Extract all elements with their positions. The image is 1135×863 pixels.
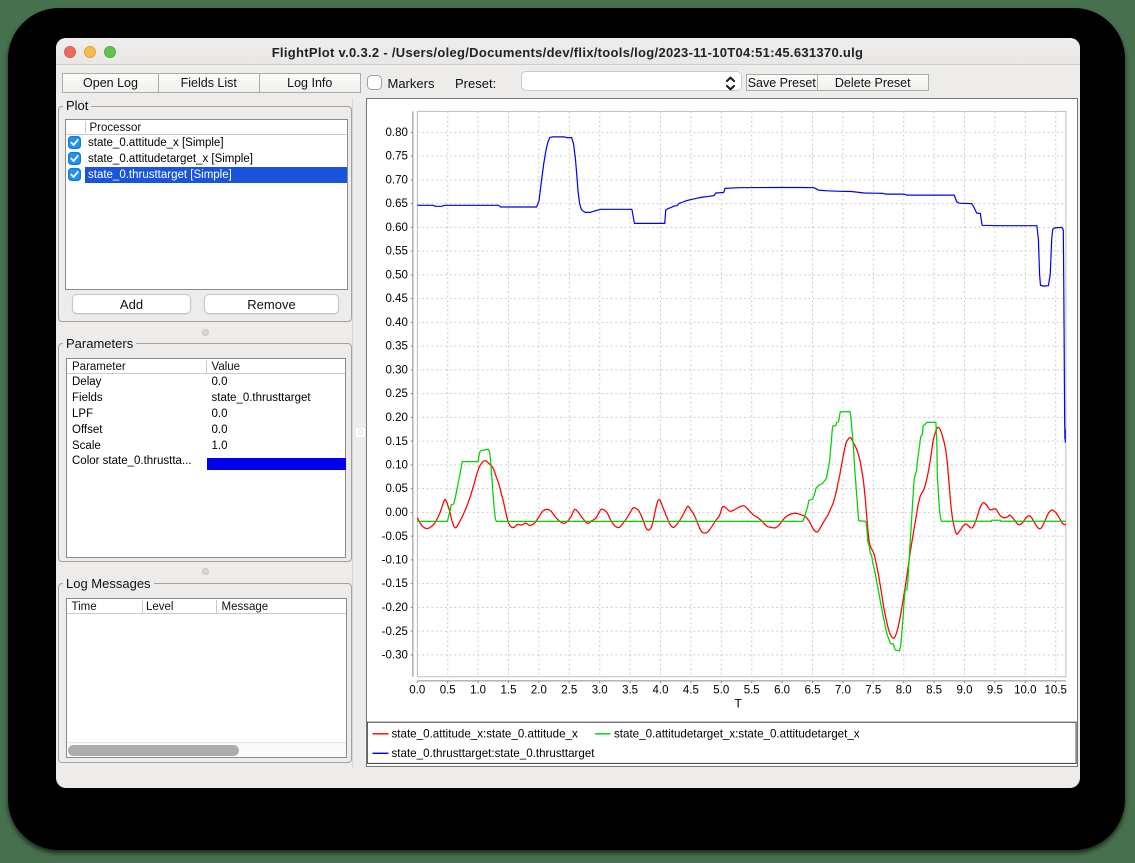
svg-text:0.15: 0.15 [386,436,408,448]
svg-text:-0.05: -0.05 [382,531,408,543]
svg-text:0.35: 0.35 [386,341,408,353]
svg-text:9.5: 9.5 [987,685,1003,697]
svg-text:7.0: 7.0 [835,685,851,697]
svg-text:9.0: 9.0 [957,685,973,697]
svg-text:3.0: 3.0 [592,685,608,697]
svg-text:7.5: 7.5 [865,685,881,697]
svg-text:0.10: 0.10 [386,460,408,472]
svg-text:0.00: 0.00 [386,507,408,519]
svg-text:state_0.thrusttarget:state_0.t: state_0.thrusttarget:state_0.thrusttarge… [392,747,596,760]
svg-text:2.5: 2.5 [561,685,577,697]
svg-text:10.5: 10.5 [1045,685,1067,697]
svg-text:1.0: 1.0 [470,685,486,697]
svg-text:state_0.attitude_x:state_0.att: state_0.attitude_x:state_0.attitude_x [392,728,578,741]
svg-text:5.0: 5.0 [713,685,729,697]
svg-text:-0.30: -0.30 [382,650,408,662]
svg-text:0.60: 0.60 [386,222,408,234]
svg-text:0.40: 0.40 [386,317,408,329]
svg-text:0.75: 0.75 [386,151,408,163]
svg-text:2.0: 2.0 [531,685,547,697]
svg-text:1.5: 1.5 [501,685,517,697]
svg-text:4.5: 4.5 [683,685,699,697]
svg-text:3.5: 3.5 [622,685,638,697]
svg-text:0.30: 0.30 [386,365,408,377]
svg-text:5.5: 5.5 [744,685,760,697]
svg-text:8.0: 8.0 [896,685,912,697]
svg-text:0.05: 0.05 [386,483,408,495]
svg-text:0.20: 0.20 [386,412,408,424]
svg-text:6.5: 6.5 [805,685,821,697]
svg-text:0.80: 0.80 [386,127,408,139]
svg-text:0.70: 0.70 [386,175,408,187]
svg-text:-0.10: -0.10 [382,555,408,567]
svg-text:0.25: 0.25 [386,388,408,400]
svg-text:-0.25: -0.25 [382,626,408,638]
svg-text:state_0.attitudetarget_x:state: state_0.attitudetarget_x:state_0.attitud… [614,728,860,741]
svg-text:0.45: 0.45 [386,293,408,305]
svg-text:10.0: 10.0 [1014,685,1036,697]
svg-text:4.0: 4.0 [653,685,669,697]
svg-text:8.5: 8.5 [926,685,942,697]
svg-text:0.65: 0.65 [386,198,408,210]
svg-text:0.0: 0.0 [409,685,425,697]
svg-text:0.50: 0.50 [386,270,408,282]
svg-text:0.5: 0.5 [440,685,456,697]
svg-text:0.55: 0.55 [386,246,408,258]
svg-text:T: T [735,696,743,710]
svg-text:-0.20: -0.20 [382,602,408,614]
svg-text:-0.15: -0.15 [382,578,408,590]
svg-text:6.0: 6.0 [774,685,790,697]
